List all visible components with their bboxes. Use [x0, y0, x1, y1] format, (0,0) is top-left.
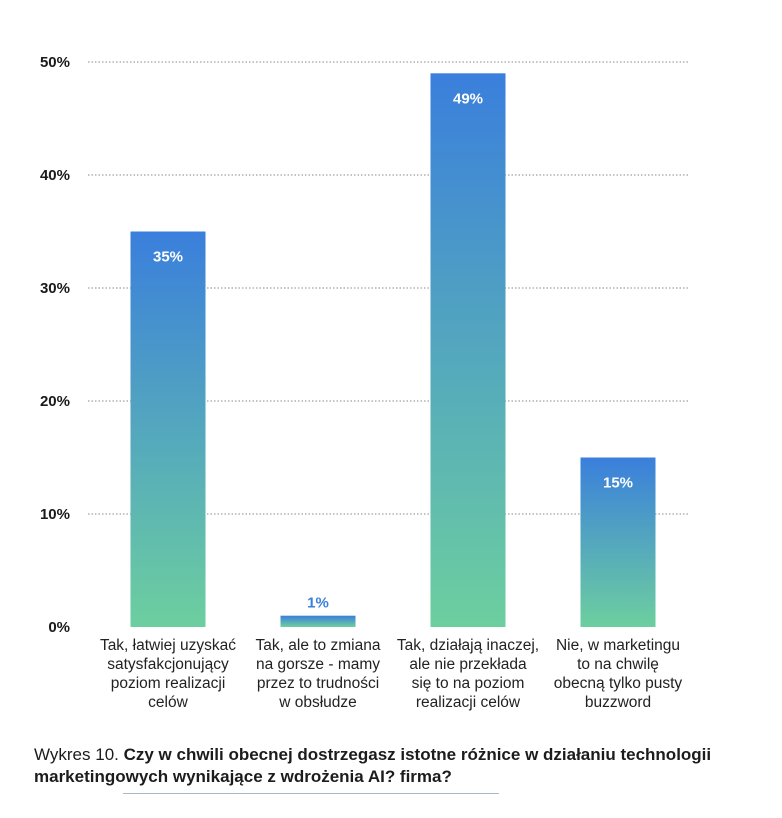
x-tick-label-line: celów	[148, 694, 188, 711]
x-tick-label-line: na gorsze - mamy	[255, 656, 381, 673]
x-tick-label-line: to na chwilę	[577, 656, 659, 673]
y-axis-ticks: 0% 10% 20% 30% 40% 50%	[40, 54, 70, 636]
caption-underline	[123, 793, 499, 794]
y-tick-label: 30%	[40, 280, 70, 297]
y-tick-label: 10%	[40, 506, 70, 523]
y-tick-label: 0%	[48, 619, 70, 636]
x-tick-label-line: Tak, działają inaczej,	[396, 637, 540, 654]
x-tick-label-line: realizacji celów	[415, 694, 521, 711]
data-label: 15%	[603, 475, 633, 492]
figure-caption: Wykres 10. Czy w chwili obecnej dostrzeg…	[34, 744, 754, 788]
bar-chart: 0% 10% 20% 30% 40% 50% 35% 1% 49% 15%	[40, 54, 688, 636]
data-label: 35%	[153, 249, 183, 266]
x-tick-label-line: obecną tylko pusty	[553, 675, 683, 692]
y-tick-label: 40%	[40, 167, 70, 184]
x-tick-label-line: Tak, ale to zmiana	[255, 637, 381, 654]
x-tick-label-line: się to na poziom	[411, 675, 525, 692]
x-tick-label-line: w obsłudze	[279, 694, 357, 711]
bar	[580, 457, 656, 627]
y-tick-label: 50%	[40, 54, 70, 71]
x-tick-label: Tak, ale to zmiana na gorsze - mamy przez …	[233, 636, 403, 712]
data-label: 49%	[453, 90, 483, 107]
x-tick-label-line: poziom realizacji	[110, 675, 226, 692]
data-label: 1%	[307, 595, 329, 612]
y-tick-label: 20%	[40, 393, 70, 410]
bar	[130, 231, 206, 627]
x-tick-label-line: Tak, łatwiej uzyskać	[99, 637, 237, 654]
caption-title: Czy w chwili obecnej dostrzegasz istotne…	[34, 745, 712, 786]
x-tick-label-line: satysfakcjonujący	[107, 656, 229, 673]
bar	[280, 615, 356, 627]
bar	[430, 73, 506, 628]
x-tick-label: Nie, w marketingu to na chwilę obecną tylk…	[533, 636, 703, 712]
x-tick-label-line: Nie, w marketingu	[555, 637, 681, 654]
x-tick-label: Tak, działają inaczej, ale nie przekłada s…	[383, 636, 553, 712]
bars	[130, 73, 656, 628]
x-tick-label-line: ale nie przekłada	[409, 656, 527, 673]
caption-prefix: Wykres 10.	[34, 745, 124, 764]
x-tick-label-line: buzzword	[584, 694, 652, 711]
x-tick-label: Tak, łatwiej uzyskać satysfakcjonujący poz…	[83, 636, 253, 712]
x-tick-label-line: przez to trudności	[256, 675, 380, 692]
data-labels: 35% 1% 49% 15%	[153, 90, 633, 611]
